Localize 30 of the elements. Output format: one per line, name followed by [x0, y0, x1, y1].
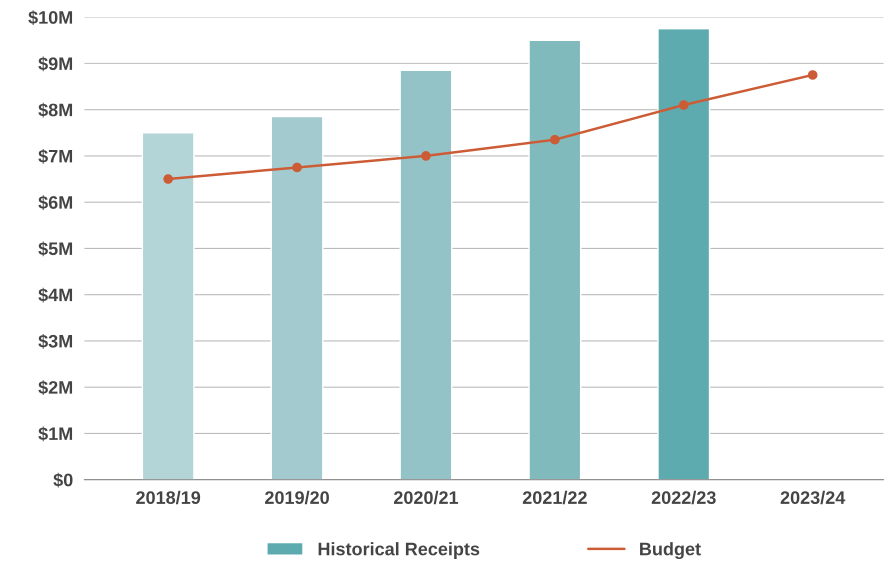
y-tick-label: $9M — [38, 56, 72, 72]
x-tick-label: 2021/22 — [522, 490, 587, 504]
bar — [270, 116, 324, 480]
y-tick-label: $10M — [28, 10, 72, 26]
bar — [142, 132, 195, 480]
x-tick-label: 2019/20 — [265, 490, 329, 504]
y-tick-label: $2M — [38, 380, 72, 396]
point — [292, 162, 302, 172]
y-tick-label: $8M — [38, 102, 72, 118]
y-tick-label: $1M — [38, 426, 72, 442]
bar — [528, 40, 582, 480]
point — [550, 134, 560, 145]
legend-label: Historical Receipts — [318, 542, 480, 559]
point — [808, 70, 818, 80]
x-tick-label: 2018/19 — [136, 490, 200, 504]
bar — [399, 70, 452, 480]
y-tick-label: $4M — [38, 288, 72, 303]
y-tick-label: $0 — [53, 472, 73, 488]
point — [163, 174, 174, 184]
bar — [657, 28, 710, 480]
y-tick-label: $5M — [38, 242, 72, 256]
y-tick-label: $7M — [38, 149, 72, 164]
point — [421, 151, 431, 161]
legend-label: Budget — [640, 542, 701, 560]
point — [678, 100, 689, 110]
x-tick-label: 2022/23 — [652, 490, 716, 504]
y-tick-label: $6M — [38, 195, 72, 210]
x-tick-label: 2023/24 — [780, 490, 846, 504]
y-tick-label: $3M — [38, 334, 72, 349]
x-tick-label: 2020/21 — [394, 490, 458, 504]
